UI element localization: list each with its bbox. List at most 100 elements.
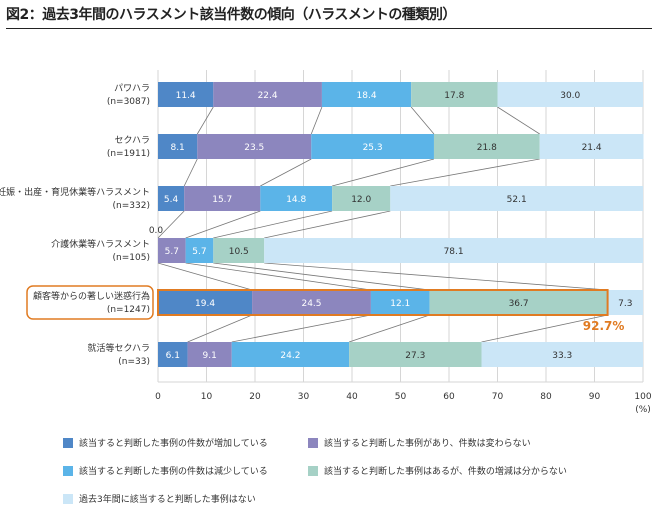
legend-label: 該当すると判断した事例の件数が増加している — [79, 439, 268, 449]
connector-line — [196, 106, 214, 135]
legend-label: 該当すると判断した事例はあるが、件数の増減は分からない — [324, 467, 567, 477]
legend-swatch — [63, 437, 73, 448]
bar-value-label: 0.0 — [149, 226, 164, 236]
category-label: セクハラ — [114, 135, 150, 146]
legend-swatch — [308, 437, 318, 448]
connector-line — [185, 210, 261, 239]
bar-value-label: 8.1 — [170, 143, 184, 153]
x-tick-label: 90 — [589, 392, 601, 402]
connector-line — [157, 262, 253, 291]
category-label: 顧客等からの著しい迷惑行為 — [33, 290, 150, 302]
connector-line — [332, 158, 435, 187]
connector-line — [481, 314, 608, 343]
bar-value-label: 19.4 — [195, 299, 215, 309]
bar-segment — [197, 134, 312, 159]
bar-value-label: 9.1 — [202, 351, 216, 361]
legend-swatch — [63, 465, 73, 476]
bar-segment — [349, 342, 482, 367]
connector-line — [231, 314, 371, 343]
bar-value-label: 10.5 — [229, 247, 249, 257]
bar-value-label: 27.3 — [405, 351, 425, 361]
x-tick-label: 30 — [298, 392, 310, 402]
connector-line — [348, 314, 430, 343]
x-tick-label: 80 — [540, 392, 552, 402]
x-tick-label: 70 — [492, 392, 504, 402]
gridlines — [157, 70, 644, 383]
category-n-label: (n=1911) — [107, 149, 150, 159]
bar-value-label: 25.3 — [363, 143, 383, 153]
bar-segment — [185, 238, 214, 263]
bar-value-label: 18.4 — [357, 91, 377, 101]
connector-lines — [157, 106, 608, 343]
bar-segment — [481, 342, 643, 367]
category-label: 介護休業等ハラスメント — [51, 238, 150, 250]
bar-segment — [390, 186, 643, 211]
bar-value-label: 78.1 — [444, 247, 464, 257]
bar-value-label: 36.7 — [509, 299, 529, 309]
bar-value-label: 6.1 — [166, 351, 180, 361]
category-label: 妊娠・出産・育児休業等ハラスメント — [0, 186, 150, 198]
bar-segment — [321, 82, 412, 107]
bar-segment — [184, 186, 261, 211]
bar-value-label: 24.5 — [301, 299, 321, 309]
connector-line — [213, 262, 430, 291]
category-n-label: (n=105) — [113, 253, 150, 263]
bar-value-label: 30.0 — [560, 91, 580, 101]
bar-value-label: 12.1 — [390, 299, 410, 309]
bar-value-label: 5.4 — [164, 195, 179, 205]
bar-value-label: 14.8 — [286, 195, 306, 205]
bar-value-label: 7.3 — [618, 299, 632, 309]
bar-segment — [158, 82, 214, 107]
x-tick-label: 20 — [249, 392, 261, 402]
bar-segment — [311, 134, 434, 159]
x-tick-label: 40 — [346, 392, 358, 402]
bar-segment — [213, 82, 322, 107]
bar-value-label: 5.7 — [192, 247, 206, 257]
connector-line — [213, 210, 333, 239]
legend-swatch — [63, 493, 73, 504]
x-tick-label: 100 — [634, 392, 651, 402]
x-tick-label: 60 — [443, 392, 455, 402]
connector-line — [260, 158, 312, 187]
connector-line — [264, 262, 608, 291]
bar-value-label: 11.4 — [176, 91, 196, 101]
connector-line — [183, 158, 198, 187]
bar-value-label: 22.4 — [258, 91, 278, 101]
connector-line — [185, 262, 371, 291]
bar-value-label: 24.2 — [280, 351, 300, 361]
bar-segment — [231, 342, 350, 367]
category-label: 就活等セクハラ — [87, 342, 150, 354]
bar-value-label: 15.7 — [212, 195, 232, 205]
legend-item: 該当すると判断した事例があり、件数は変わらない — [308, 436, 531, 449]
bars: 11.4 22.4 18.4 17.8 30.0 8.1 23.5 25.3 21.8 21.4 5… — [149, 82, 644, 367]
highlight-percentage-annotation: 92.7% — [583, 319, 625, 333]
bar-value-label: 12.0 — [351, 195, 371, 205]
x-tick-label: 10 — [201, 392, 213, 402]
bar-segment — [158, 134, 198, 159]
bar-segment — [187, 342, 232, 367]
legend-label: 過去3年間に該当すると判断した事例はない — [79, 495, 256, 505]
bar-segment — [158, 238, 186, 263]
x-axis-ticks: 0 10 20 30 40 50 60 70 80 90 100 (%) — [155, 392, 652, 415]
highlight-bar-box — [157, 289, 609, 316]
bar-segment — [332, 186, 391, 211]
category-n-label: (n=1247) — [107, 305, 150, 315]
legend-item: 該当すると判断した事例の件数が増加している — [63, 436, 268, 449]
category-n-label: (n=33) — [118, 357, 150, 367]
legend-label: 該当すると判断した事例があり、件数は変わらない — [324, 439, 531, 449]
annotations: 92.7% — [157, 289, 625, 333]
category-label: パワハラ — [114, 83, 150, 94]
bar-segment — [158, 342, 188, 367]
chart-title: 図2：過去3年間のハラスメント該当件数の傾向（ハラスメントの種類別） — [6, 7, 456, 23]
bar-segment — [497, 82, 643, 107]
bar-segment — [411, 82, 498, 107]
bar-value-label: 21.8 — [477, 143, 497, 153]
x-tick-label: 0 — [155, 392, 161, 402]
title-divider — [6, 28, 652, 29]
highlight-label-box — [26, 285, 154, 320]
bar-value-label: 17.8 — [444, 91, 464, 101]
bar-segment — [158, 186, 185, 211]
bar-segment — [370, 290, 430, 315]
legend-swatch — [308, 465, 318, 476]
x-tick-label: 50 — [395, 392, 407, 402]
